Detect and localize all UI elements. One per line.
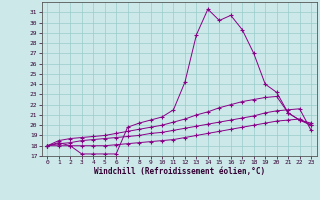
X-axis label: Windchill (Refroidissement éolien,°C): Windchill (Refroidissement éolien,°C) — [94, 167, 265, 176]
